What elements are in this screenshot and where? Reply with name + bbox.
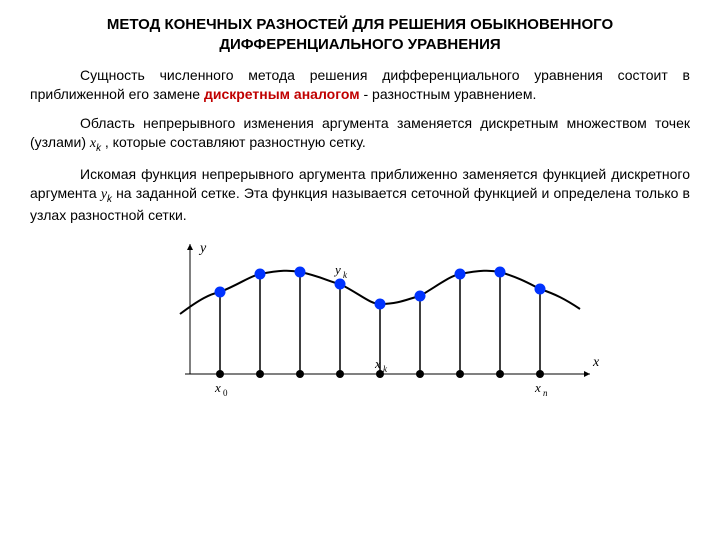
- svg-text:x: x: [214, 380, 221, 395]
- para1-text-b: - разностным уравнением.: [360, 86, 537, 102]
- paragraph-1: Сущность численного метода решения диффе…: [30, 66, 690, 104]
- para3-text-b: на заданной сетке. Эта функция называетс…: [30, 185, 690, 223]
- para1-emphasis: дискретным аналогом: [204, 86, 360, 102]
- paragraph-3: Искомая функция непрерывного аргумента п…: [30, 165, 690, 225]
- svg-text:y: y: [198, 241, 207, 256]
- svg-text:n: n: [543, 388, 548, 398]
- grid-function-diagram: yxykxkx0xn: [110, 234, 610, 414]
- svg-text:x: x: [374, 356, 381, 371]
- para2-text-b: , которые составляют разностную сетку.: [101, 134, 366, 150]
- svg-text:k: k: [343, 270, 348, 280]
- svg-text:0: 0: [223, 388, 228, 398]
- paragraph-2: Область непрерывного изменения аргумента…: [30, 114, 690, 155]
- svg-text:x: x: [534, 380, 541, 395]
- svg-text:x: x: [592, 355, 600, 370]
- diagram-svg: yxykxkx0xn: [110, 234, 610, 414]
- svg-text:k: k: [383, 364, 388, 374]
- svg-text:y: y: [333, 262, 341, 277]
- page-title: МЕТОД КОНЕЧНЫХ РАЗНОСТЕЙ ДЛЯ РЕШЕНИЯ ОБЫ…: [30, 15, 690, 54]
